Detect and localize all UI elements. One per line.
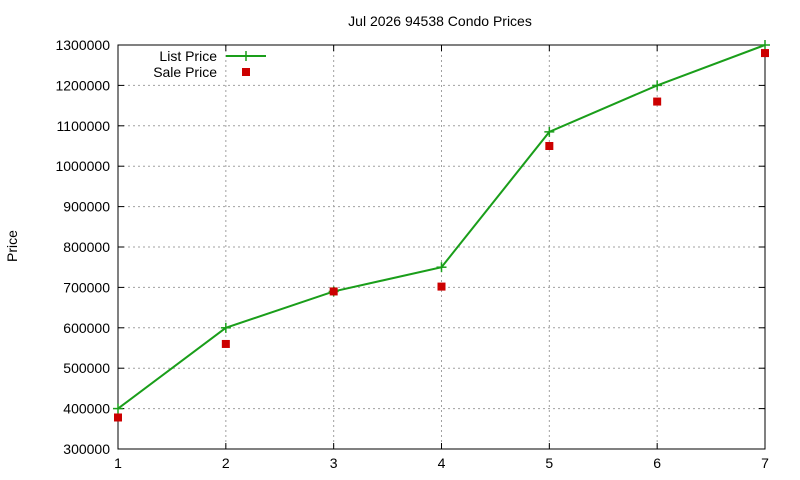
data-point	[114, 413, 122, 422]
y-tick-label: 300000	[63, 441, 110, 457]
x-tick-label: 2	[222, 455, 230, 471]
x-tick-label: 4	[438, 455, 446, 471]
data-point	[113, 403, 123, 414]
x-tick-label: 3	[330, 455, 338, 471]
legend-entry: List Price	[159, 48, 266, 64]
series	[113, 40, 770, 422]
y-tick-label: 500000	[63, 360, 110, 376]
data-point	[760, 40, 770, 50]
data-point	[437, 282, 446, 291]
y-tick-label: 600000	[63, 320, 110, 336]
grid	[118, 45, 765, 449]
data-point	[545, 142, 554, 150]
series-2	[114, 49, 769, 422]
tick-labels: 1 2 3 4 5 6 7 300000 400000 500000 600000 700000 800…	[55, 37, 769, 471]
y-tick-label: 700000	[63, 279, 110, 295]
data-point	[221, 339, 230, 348]
y-tick-label: 800000	[63, 239, 110, 255]
y-tick-label: 900000	[63, 199, 110, 215]
data-point	[761, 49, 769, 58]
y-tick-label: 1100000	[57, 118, 111, 134]
legend-marker	[241, 51, 251, 61]
y-tick-label: 1300000	[55, 37, 110, 53]
data-point	[220, 322, 231, 333]
y-tick-label: 1000000	[55, 158, 110, 174]
x-tick-label: 6	[653, 455, 661, 471]
data-point	[329, 287, 338, 296]
y-axis-label: Price	[4, 230, 20, 262]
y-tick-label: 1200000	[55, 77, 110, 93]
data-point	[436, 262, 447, 273]
x-tick-label: 5	[545, 455, 553, 471]
legend-marker	[242, 68, 250, 76]
chart-title: Jul 2026 94538 Condo Prices	[348, 13, 532, 29]
legend-entry: Sale Price	[153, 64, 250, 80]
x-tick-label: 7	[761, 455, 769, 471]
x-tick-label: 1	[114, 455, 122, 471]
data-point	[653, 97, 662, 106]
legend-label: Sale Price	[153, 64, 217, 80]
legend-label: List Price	[159, 48, 217, 64]
data-point	[544, 126, 555, 137]
plot-frame	[117, 44, 766, 450]
y-tick-label: 400000	[63, 401, 110, 417]
data-point	[652, 80, 663, 91]
